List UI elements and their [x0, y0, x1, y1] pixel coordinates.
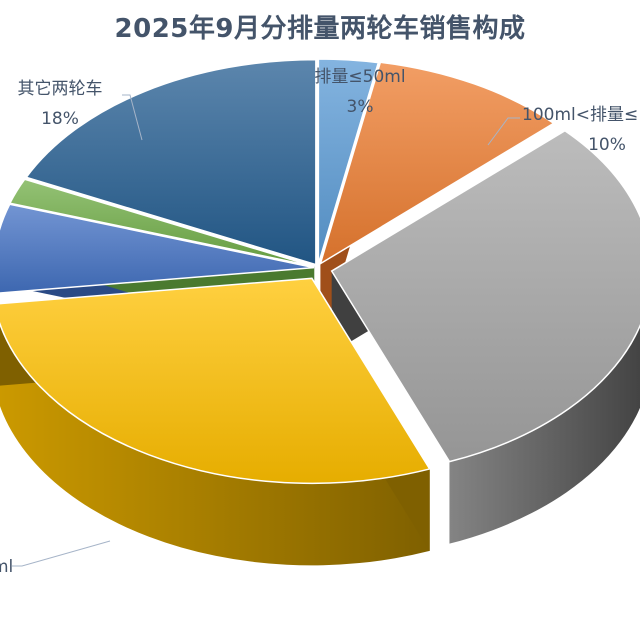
pie-slice-side-3: [449, 325, 640, 544]
label-other-value: 18%: [41, 109, 79, 129]
pie-slice-2: [319, 61, 556, 266]
label-other-name: 其它两轮车: [18, 79, 103, 99]
pie-slice-1: [317, 58, 380, 265]
leader-line-yellow: [12, 540, 111, 567]
label-le50-name: 排量≤50ml: [314, 67, 405, 87]
label-100ml-name: 100ml<排量≤: [522, 105, 638, 125]
label-le50-value: 3%: [347, 97, 374, 117]
leader-line-100ml: [487, 117, 520, 146]
pie-slice-6: [8, 178, 315, 268]
pie-slice-7: [25, 58, 317, 266]
label-100ml-value: 10%: [588, 135, 626, 155]
leader-line-other: [122, 94, 143, 141]
label-yellow-name: ml: [0, 557, 13, 577]
pie-slice-side-4: [0, 324, 430, 566]
pie-slice-3: [330, 129, 640, 463]
pie-slice-5: [0, 203, 315, 294]
chart-title: 2025年9月分排量两轮车销售构成: [114, 14, 526, 44]
pie-slice-4: [0, 277, 431, 485]
